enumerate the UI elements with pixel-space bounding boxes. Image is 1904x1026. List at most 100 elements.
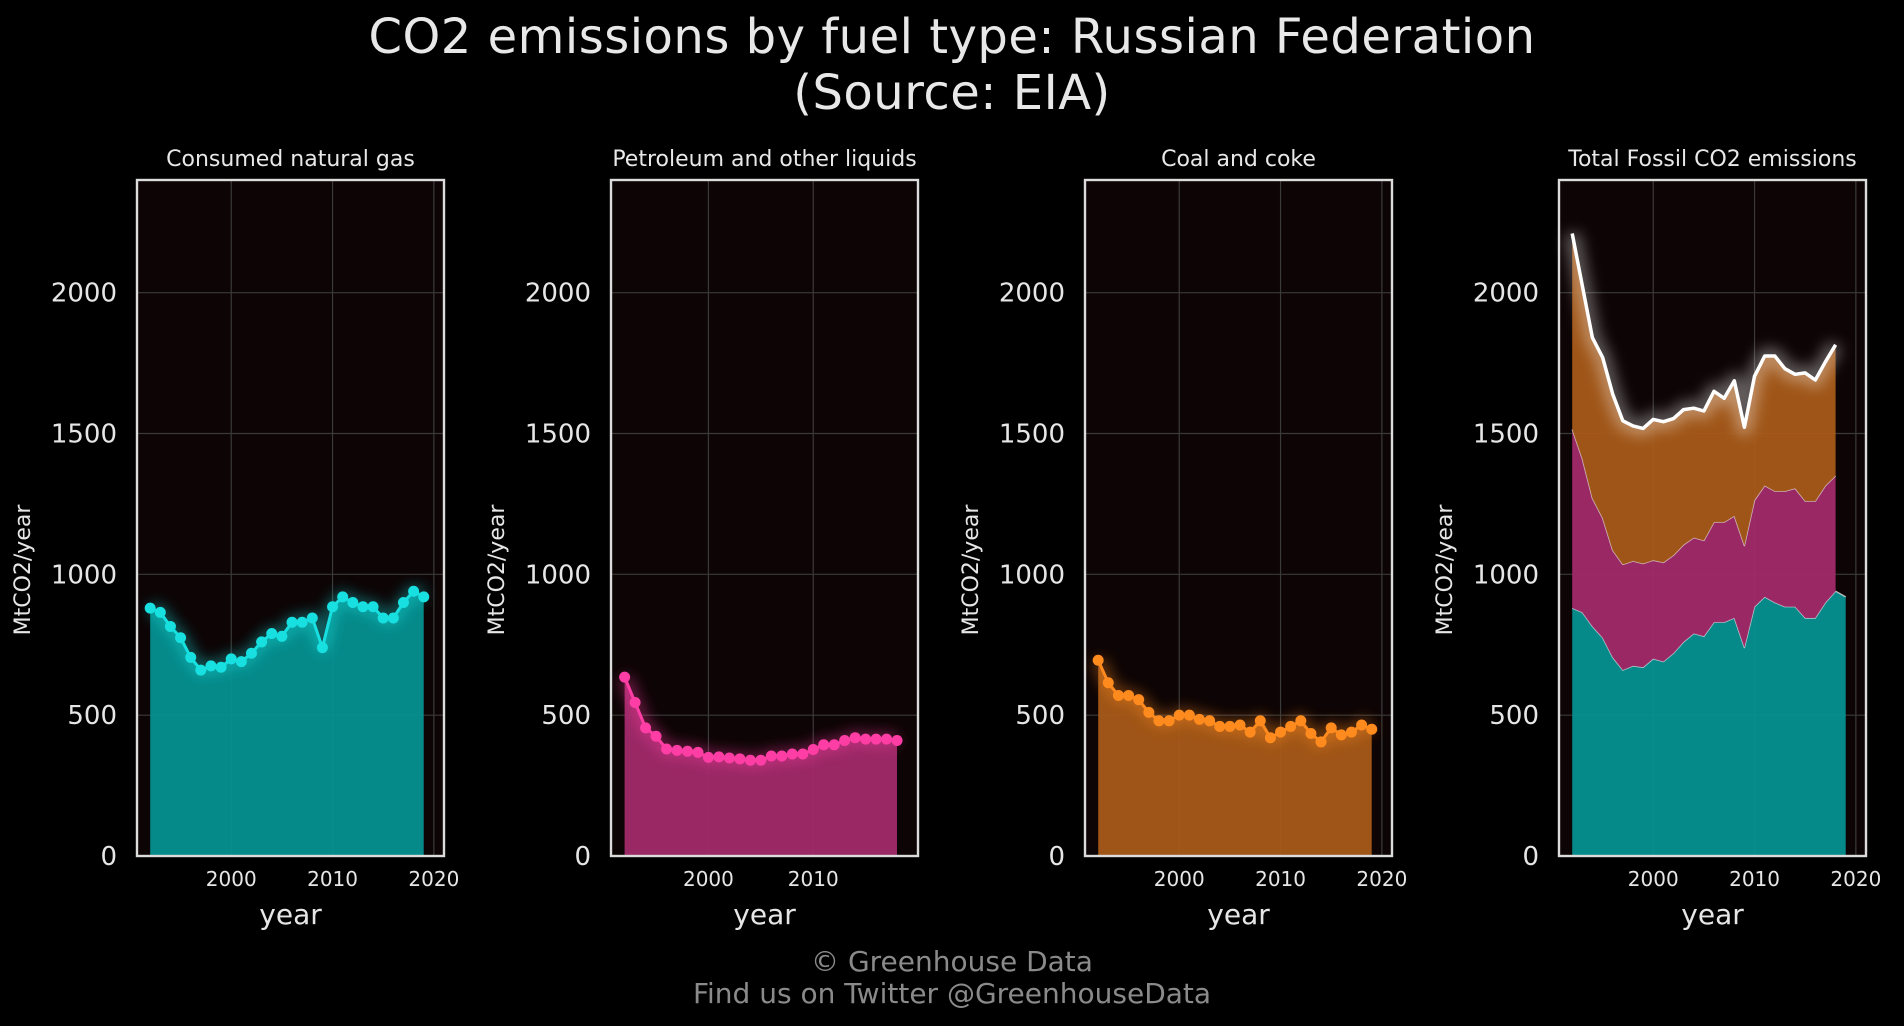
y-axis-label: MtCO2/year xyxy=(11,504,36,636)
series-area xyxy=(150,591,424,856)
data-point xyxy=(629,696,641,708)
data-point xyxy=(418,591,430,603)
data-point xyxy=(1163,715,1175,727)
y-tick-label: 0 xyxy=(1522,842,1539,872)
data-point xyxy=(1183,709,1195,721)
x-tick-label: 2020 xyxy=(1356,867,1407,891)
data-point xyxy=(225,653,237,665)
data-point xyxy=(1112,689,1124,701)
data-point xyxy=(377,612,389,624)
data-point xyxy=(245,647,257,659)
data-point xyxy=(640,722,652,734)
x-tick-label: 2000 xyxy=(683,867,734,891)
data-point xyxy=(797,748,809,760)
data-point xyxy=(347,597,359,608)
y-tick-label: 1500 xyxy=(525,420,591,450)
data-point xyxy=(286,616,298,628)
data-point xyxy=(776,750,788,762)
data-point xyxy=(337,591,349,603)
data-point xyxy=(692,746,704,758)
data-point xyxy=(1244,726,1256,738)
data-point xyxy=(849,732,861,744)
data-point xyxy=(681,745,693,757)
chart-panel-1: Consumed natural gas 0 500 1000 1500 2000 2000… xyxy=(11,147,459,931)
x-axis-label: year xyxy=(733,898,796,931)
data-point xyxy=(744,754,756,766)
data-point xyxy=(164,620,176,632)
x-tick-label: 2000 xyxy=(206,867,257,891)
data-point xyxy=(671,744,683,756)
data-point xyxy=(185,651,197,663)
x-tick-label: 2010 xyxy=(1729,867,1780,891)
data-point xyxy=(891,735,903,747)
data-point xyxy=(1214,720,1226,732)
data-point xyxy=(316,642,328,654)
data-point xyxy=(1325,722,1337,734)
data-point xyxy=(215,661,227,673)
series-line xyxy=(149,589,425,672)
data-point xyxy=(713,751,725,763)
x-tick-label: 2000 xyxy=(1154,867,1205,891)
data-point xyxy=(154,606,166,618)
y-tick-label: 1000 xyxy=(1473,560,1539,590)
data-point xyxy=(1224,720,1236,732)
data-point xyxy=(327,601,339,613)
data-point xyxy=(205,660,217,672)
data-point xyxy=(1254,715,1266,727)
y-tick-label: 500 xyxy=(1015,701,1065,731)
x-axis-label: year xyxy=(1681,898,1744,931)
data-point xyxy=(1153,715,1165,727)
data-point xyxy=(1285,720,1297,732)
data-point xyxy=(1204,715,1216,727)
data-point xyxy=(661,743,673,755)
data-point xyxy=(195,664,207,676)
y-tick-label: 500 xyxy=(1489,701,1539,731)
plot-frame xyxy=(1083,178,1394,858)
total-line xyxy=(1570,233,1838,431)
data-point xyxy=(1305,727,1317,739)
data-point xyxy=(357,601,369,613)
stacked-area-petroleum xyxy=(1572,429,1836,671)
data-point xyxy=(1335,729,1347,741)
data-point xyxy=(828,739,840,751)
data-point xyxy=(296,616,308,628)
data-point xyxy=(723,752,735,764)
data-point xyxy=(1173,709,1185,721)
plot-frame xyxy=(135,178,446,858)
data-point xyxy=(818,739,830,751)
data-point xyxy=(408,585,420,597)
data-point xyxy=(881,733,893,745)
x-axis-label: year xyxy=(259,898,322,931)
data-point xyxy=(1315,736,1327,748)
y-tick-label: 1000 xyxy=(999,560,1065,590)
data-point xyxy=(807,744,819,756)
panel-title: Total Fossil CO2 emissions xyxy=(1567,147,1857,172)
data-point xyxy=(276,630,288,642)
data-point xyxy=(266,627,278,639)
chart-title: CO2 emissions by fuel type: Russian Fede… xyxy=(368,9,1536,65)
y-axis-label: MtCO2/year xyxy=(485,504,510,636)
y-tick-label: 500 xyxy=(67,701,117,731)
y-tick-label: 1000 xyxy=(525,560,591,590)
chart-panel-3: Coal and coke 0 500 1000 1500 2000 2000 2010 202… xyxy=(959,147,1407,931)
data-point xyxy=(619,671,631,683)
data-point xyxy=(387,612,399,624)
y-axis-label: MtCO2/year xyxy=(959,504,984,636)
stacked-area-coal xyxy=(1572,233,1836,565)
data-point xyxy=(256,636,268,648)
data-point xyxy=(1143,706,1155,718)
data-point xyxy=(144,602,156,614)
data-point xyxy=(1366,723,1378,735)
data-point xyxy=(870,733,882,745)
y-tick-label: 1500 xyxy=(999,420,1065,450)
y-tick-label: 1500 xyxy=(51,420,117,450)
x-tick-label: 2010 xyxy=(1255,867,1306,891)
x-tick-label: 2010 xyxy=(307,867,358,891)
y-tick-label: 0 xyxy=(100,842,117,872)
plot-frame xyxy=(609,178,920,858)
footer-twitter: Find us on Twitter @GreenhouseData xyxy=(692,977,1212,1010)
data-point xyxy=(1123,689,1135,701)
data-point xyxy=(1275,726,1287,738)
data-point xyxy=(175,632,187,644)
data-point xyxy=(765,750,777,762)
